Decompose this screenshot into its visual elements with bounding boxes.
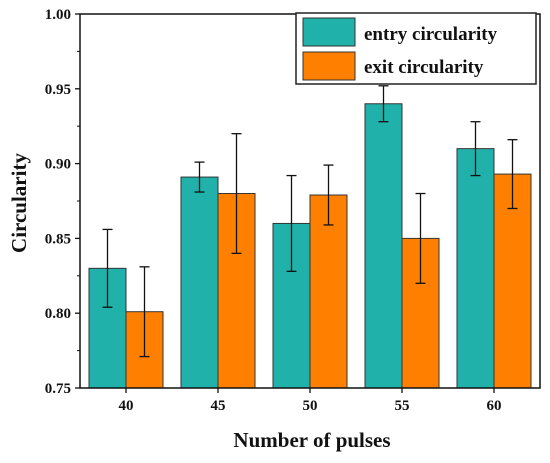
y-tick-label: 1.00 bbox=[45, 7, 71, 23]
legend-swatch-exit-circularity bbox=[302, 51, 356, 81]
bar-entry-circularity-60 bbox=[456, 148, 495, 389]
x-tick-label: 45 bbox=[211, 398, 226, 414]
bar-entry-circularity-55 bbox=[364, 103, 403, 389]
y-tick-label: 0.95 bbox=[45, 82, 71, 98]
error-bars-layer bbox=[102, 85, 518, 358]
y-tick-label: 0.90 bbox=[45, 157, 71, 173]
x-axis-title: Number of pulses bbox=[233, 428, 390, 452]
ticks-layer: 40 45 50 55 60 0.75 0.80 0.85 0.90 0.95 1.00 bbox=[45, 7, 502, 414]
bar-entry-circularity-45 bbox=[180, 176, 219, 389]
legend-label-entry-circularity: entry circularity bbox=[364, 24, 498, 45]
y-axis-title: Circularity bbox=[7, 153, 31, 253]
x-tick-label: 55 bbox=[395, 398, 410, 414]
y-tick-label: 0.75 bbox=[45, 381, 71, 397]
x-tick-label: 60 bbox=[487, 398, 502, 414]
y-tick-label: 0.80 bbox=[45, 306, 71, 322]
y-tick-label: 0.85 bbox=[45, 231, 71, 247]
x-tick-label: 40 bbox=[119, 398, 134, 414]
legend: entry circularity exit circularity bbox=[295, 12, 537, 85]
bars-layer bbox=[88, 103, 532, 389]
x-tick-label: 50 bbox=[303, 398, 318, 414]
legend-label-exit-circularity: exit circularity bbox=[364, 57, 484, 78]
legend-swatch-entry-circularity bbox=[302, 17, 356, 47]
